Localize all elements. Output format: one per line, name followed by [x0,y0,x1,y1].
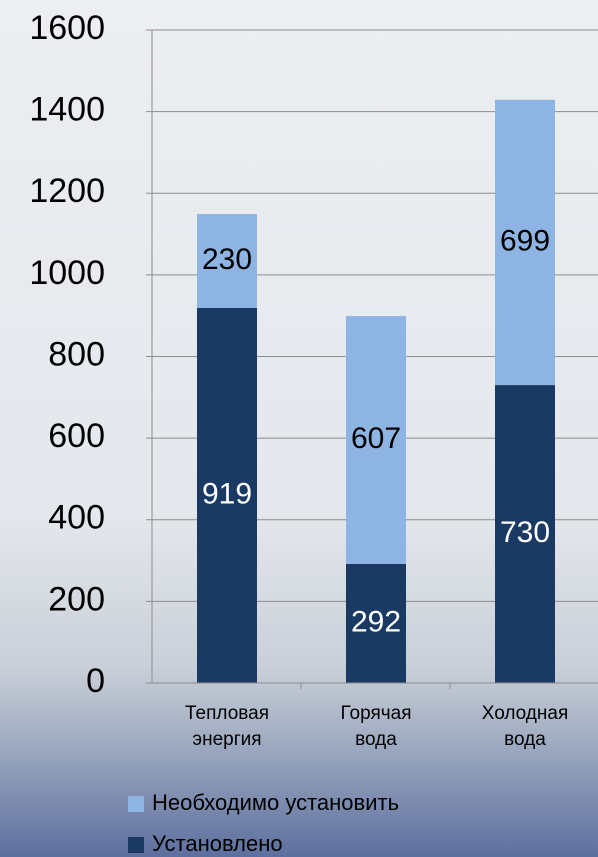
y-tick-label: 0 [86,662,105,700]
x-tick-label: Тепловая энергия [185,703,269,750]
y-tick-label: 600 [48,417,105,455]
value-label: 230 [202,243,252,276]
legend-label: Установлено [152,831,283,856]
legend-swatch [128,796,144,812]
y-tick-label: 200 [48,580,105,618]
y-tick-label: 1600 [29,9,105,47]
bar-segment [495,385,555,683]
bar-segment [197,214,257,308]
legend-swatch [128,837,144,853]
bar-segment [346,316,406,564]
x-tick-label-box: Тепловая энергия [185,703,269,750]
y-tick-label: 1200 [29,172,105,210]
bar-segment [346,563,406,683]
y-tick-label: 1000 [29,254,105,292]
value-label: 607 [351,422,401,455]
y-tick-label: 400 [48,499,105,537]
x-tick-label-box: Холодная вода [481,703,569,750]
value-label: 730 [500,516,550,549]
y-tick-label: 800 [48,335,105,373]
y-tick-label: 1400 [29,91,105,129]
bar-segment [495,99,555,386]
value-label: 292 [351,605,401,638]
value-label: 919 [202,477,252,510]
x-tick-label: Холодная вода [481,703,569,750]
x-tick-label-box: Горячая вода [340,703,412,750]
legend-label: Необходимо установить [152,790,399,815]
x-tick-label: Горячая вода [340,703,412,750]
value-label: 699 [500,224,550,257]
bar-segment [197,307,257,683]
